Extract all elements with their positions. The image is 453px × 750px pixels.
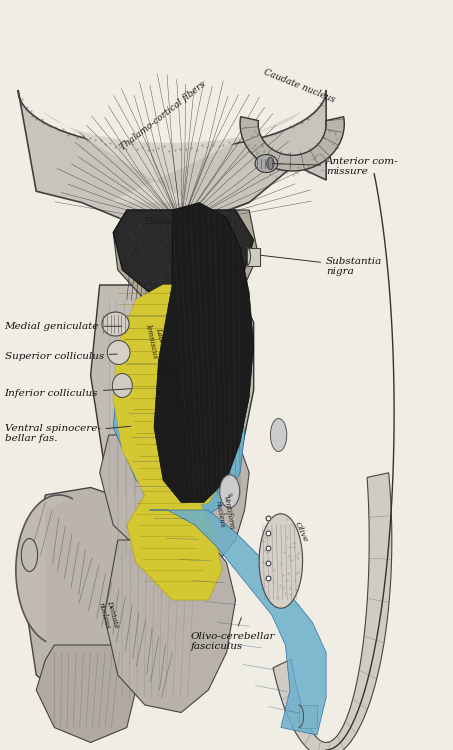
- Text: Olivo-cerebellar
fasciculus: Olivo-cerebellar fasciculus: [190, 617, 275, 651]
- Text: Ventral spinocere-
bellar fas.: Ventral spinocere- bellar fas.: [5, 424, 131, 443]
- Polygon shape: [113, 285, 236, 510]
- Text: Olive: Olive: [293, 521, 309, 544]
- Polygon shape: [107, 340, 130, 364]
- Text: Medial
lemniscus: Medial lemniscus: [156, 356, 183, 395]
- Text: Superior
peduncle: Superior peduncle: [178, 429, 202, 464]
- Polygon shape: [102, 312, 129, 336]
- Polygon shape: [255, 154, 278, 172]
- Polygon shape: [104, 540, 236, 712]
- Polygon shape: [299, 705, 317, 728]
- Polygon shape: [112, 374, 132, 398]
- Polygon shape: [270, 419, 287, 452]
- Text: Substantia
nigra: Substantia nigra: [261, 255, 382, 276]
- Polygon shape: [113, 210, 258, 315]
- Polygon shape: [27, 488, 181, 698]
- Polygon shape: [273, 472, 392, 750]
- Polygon shape: [16, 495, 72, 641]
- Text: Anterior com-
missure: Anterior com- missure: [272, 157, 399, 176]
- Polygon shape: [21, 538, 38, 572]
- Polygon shape: [154, 202, 254, 502]
- Text: Inferior colliculus: Inferior colliculus: [5, 388, 131, 398]
- Polygon shape: [220, 475, 240, 508]
- Polygon shape: [43, 112, 301, 202]
- Text: Dentate
nucleus: Dentate nucleus: [97, 599, 120, 631]
- Polygon shape: [149, 510, 326, 735]
- Polygon shape: [100, 435, 249, 570]
- Text: Ventiform
nucleus: Ventiform nucleus: [213, 495, 236, 532]
- Polygon shape: [247, 248, 260, 266]
- Text: Medial geniculate: Medial geniculate: [5, 322, 122, 331]
- Polygon shape: [127, 488, 222, 600]
- Polygon shape: [267, 158, 274, 170]
- Text: Superior colliculus: Superior colliculus: [5, 352, 117, 361]
- Text: Lateral
lemniscus: Lateral lemniscus: [144, 322, 169, 360]
- Polygon shape: [36, 645, 136, 742]
- Polygon shape: [113, 210, 254, 315]
- Polygon shape: [18, 90, 326, 225]
- Polygon shape: [91, 285, 254, 525]
- Text: Spino-
thalamic: Spino- thalamic: [170, 388, 197, 422]
- Text: Caudate nucleus: Caudate nucleus: [262, 68, 336, 105]
- Polygon shape: [113, 308, 245, 518]
- Text: Thalamo-cortical fibers: Thalamo-cortical fibers: [119, 80, 207, 152]
- Polygon shape: [113, 285, 236, 510]
- Polygon shape: [240, 117, 344, 171]
- Polygon shape: [259, 514, 303, 608]
- Text: Thalamus: Thalamus: [144, 217, 192, 226]
